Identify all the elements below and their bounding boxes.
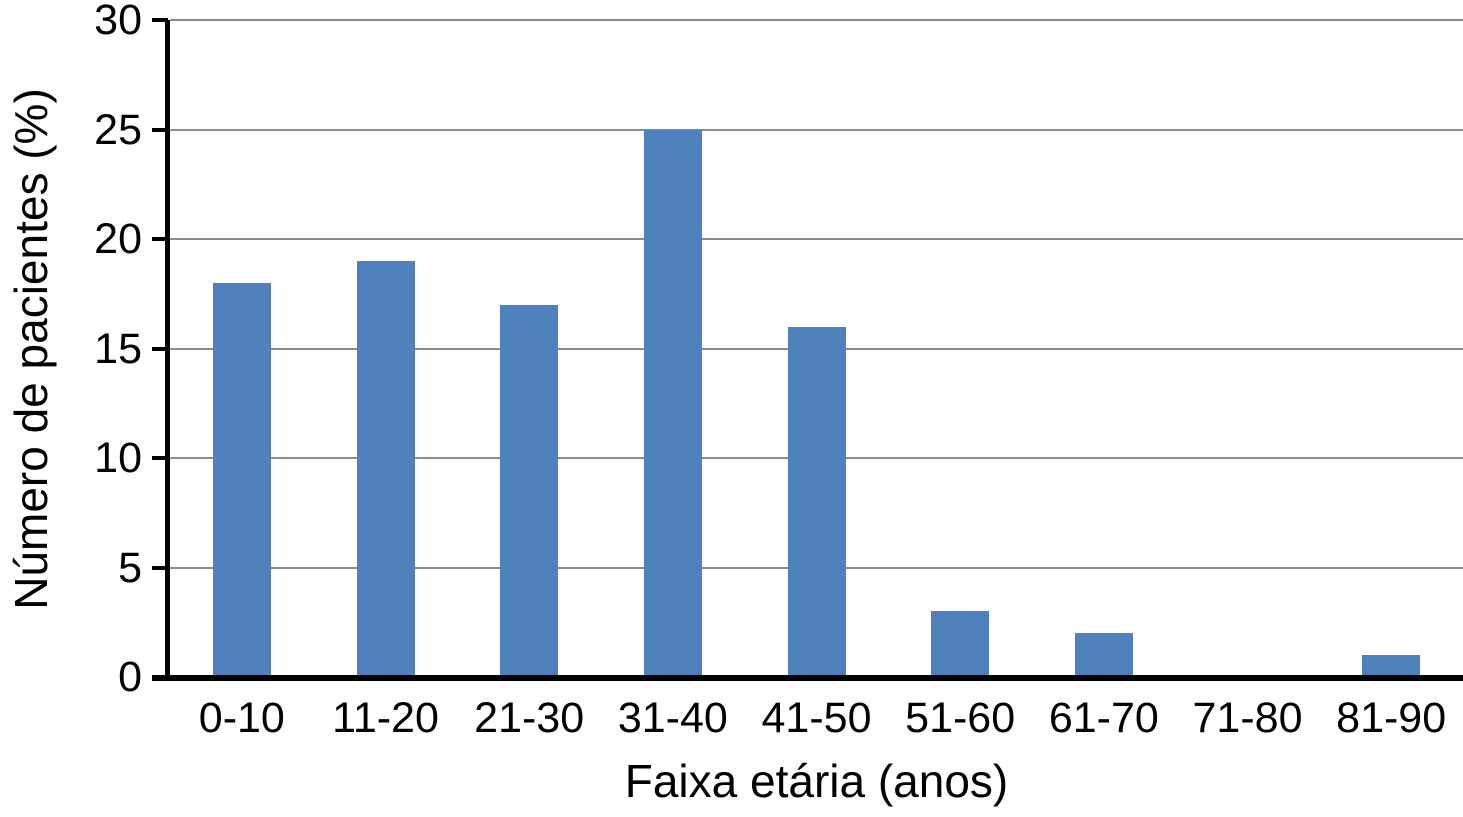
x-axis-line bbox=[152, 675, 1463, 681]
y-tick-10 bbox=[152, 456, 168, 460]
gridline-y-25 bbox=[170, 128, 1463, 131]
y-tick-label-0: 0 bbox=[118, 653, 142, 701]
y-tick-label-10: 10 bbox=[94, 434, 142, 482]
bar-31-40 bbox=[643, 129, 702, 677]
y-tick-25 bbox=[152, 127, 168, 132]
x-tick-label-21-30: 21-30 bbox=[474, 694, 585, 742]
y-tick-label-25: 25 bbox=[94, 105, 142, 154]
y-tick-label-20: 20 bbox=[94, 215, 142, 263]
bar-81-90 bbox=[1362, 655, 1421, 677]
y-tick-label-15: 15 bbox=[94, 324, 142, 373]
y-tick-15 bbox=[152, 346, 168, 351]
gridline-y-30 bbox=[170, 19, 1463, 21]
x-tick-label-71-80: 71-80 bbox=[1192, 694, 1303, 742]
gridline-y-20 bbox=[170, 238, 1463, 240]
y-tick-label-5: 5 bbox=[118, 543, 142, 592]
x-axis-title: Faixa etária (anos) bbox=[624, 755, 1009, 807]
y-tick-30 bbox=[152, 18, 168, 22]
x-tick-label-0-10: 0-10 bbox=[198, 694, 285, 742]
x-tick-label-41-50: 41-50 bbox=[761, 694, 872, 742]
y-tick-0 bbox=[152, 675, 168, 679]
bar-0-10 bbox=[212, 282, 271, 677]
bar-61-70 bbox=[1074, 633, 1133, 677]
bar-11-20 bbox=[356, 260, 415, 677]
x-tick-label-11-20: 11-20 bbox=[332, 694, 439, 742]
y-tick-20 bbox=[152, 237, 168, 241]
x-tick-label-31-40: 31-40 bbox=[617, 694, 728, 742]
bar-41-50 bbox=[787, 326, 846, 677]
x-tick-label-51-60: 51-60 bbox=[905, 694, 1016, 742]
y-tick-label-30: 30 bbox=[94, 0, 142, 44]
y-tick-5 bbox=[152, 565, 168, 570]
bar-51-60 bbox=[931, 611, 990, 677]
x-tick-label-81-90: 81-90 bbox=[1336, 694, 1447, 742]
bar-21-30 bbox=[500, 304, 559, 677]
y-axis-line bbox=[165, 20, 170, 681]
x-tick-label-61-70: 61-70 bbox=[1048, 694, 1159, 742]
